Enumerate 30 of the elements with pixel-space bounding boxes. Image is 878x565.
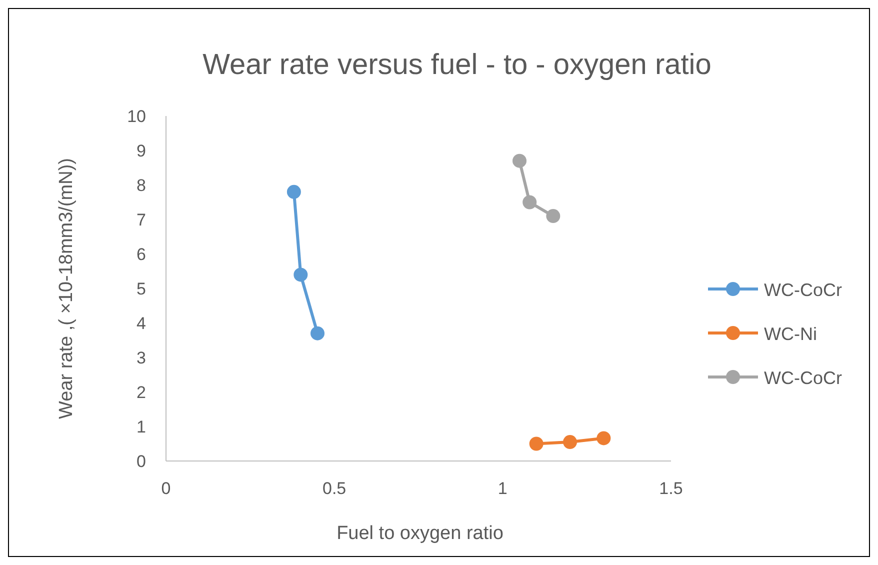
legend-label: WC-CoCr	[764, 368, 842, 388]
x-axis-title: Fuel to oxygen ratio	[336, 523, 504, 544]
y-tick-label: 1	[136, 418, 146, 436]
y-tick-label: 3	[136, 348, 146, 368]
y-tick-label: 9	[136, 142, 146, 160]
x-tick-label: 0	[161, 479, 171, 498]
point	[310, 326, 324, 340]
chart-title: Wear rate versus fuel - to - oxygen ratio	[202, 49, 712, 81]
x-tick-label: 1.5	[659, 479, 683, 498]
y-tick-label: 10	[127, 107, 146, 126]
y-tick-label: 6	[136, 245, 146, 264]
legend-label: WC-Ni	[764, 324, 817, 344]
point	[529, 436, 544, 451]
point	[563, 435, 577, 450]
y-tick-label: 8	[136, 176, 146, 195]
x-tick-label: 1	[498, 479, 508, 498]
y-tick-label: 0	[136, 452, 146, 471]
x-tick-label: 0.5	[322, 479, 346, 498]
point	[286, 184, 301, 199]
y-tick-label: 2	[136, 383, 146, 402]
legend-label: WC-CoCr	[764, 280, 842, 300]
y-tick-label: 5	[136, 280, 146, 298]
point	[294, 268, 308, 282]
y-axis-title: Wear rate ,( ×10-18mm3/(mN))	[56, 158, 77, 419]
point	[596, 431, 611, 446]
y-tick-label: 7	[136, 210, 146, 230]
y-tick-label: 4	[136, 314, 146, 333]
point	[512, 154, 526, 168]
point	[546, 209, 560, 224]
point	[522, 195, 537, 210]
